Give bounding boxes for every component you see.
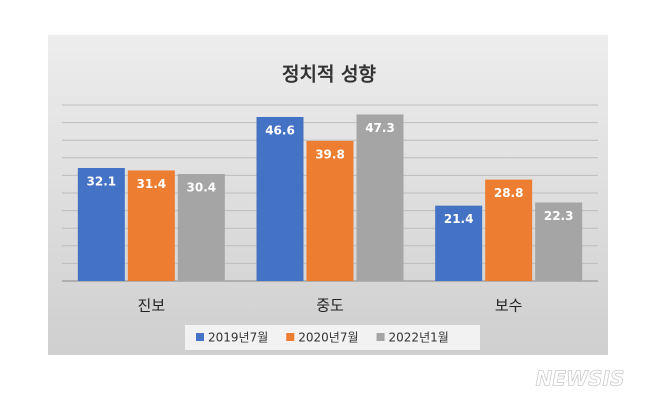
legend-swatch (376, 333, 385, 341)
data-label: 32.1 (87, 175, 117, 189)
legend-label: 2020년7월 (298, 331, 358, 345)
legend-label: 2022년1월 (389, 331, 449, 345)
x-tick-label: 보수 (495, 297, 523, 315)
chart-title: 정치적 성향 (282, 64, 377, 86)
bar (177, 173, 225, 281)
legend-swatch (196, 333, 204, 341)
x-tick-label: 중도 (316, 297, 344, 315)
bar (256, 116, 304, 281)
data-label: 21.4 (444, 212, 474, 226)
data-label: 28.8 (494, 186, 524, 200)
bar (485, 179, 533, 281)
watermark: NEWSIS (536, 367, 625, 391)
data-label: 46.6 (265, 123, 295, 137)
legend-box (185, 325, 480, 350)
legend-swatch (286, 333, 295, 341)
data-label: 30.4 (187, 180, 217, 194)
bar (435, 205, 483, 281)
data-label: 31.4 (137, 177, 167, 191)
bar (306, 140, 354, 281)
bar (356, 114, 404, 281)
bar (535, 202, 583, 281)
data-label: 22.3 (544, 209, 574, 223)
bar (127, 170, 175, 281)
x-tick-label: 진보 (138, 297, 166, 315)
data-label: 39.8 (315, 147, 345, 161)
data-label: 47.3 (365, 121, 395, 135)
legend-label: 2019년7월 (208, 331, 268, 345)
bar (77, 168, 125, 281)
